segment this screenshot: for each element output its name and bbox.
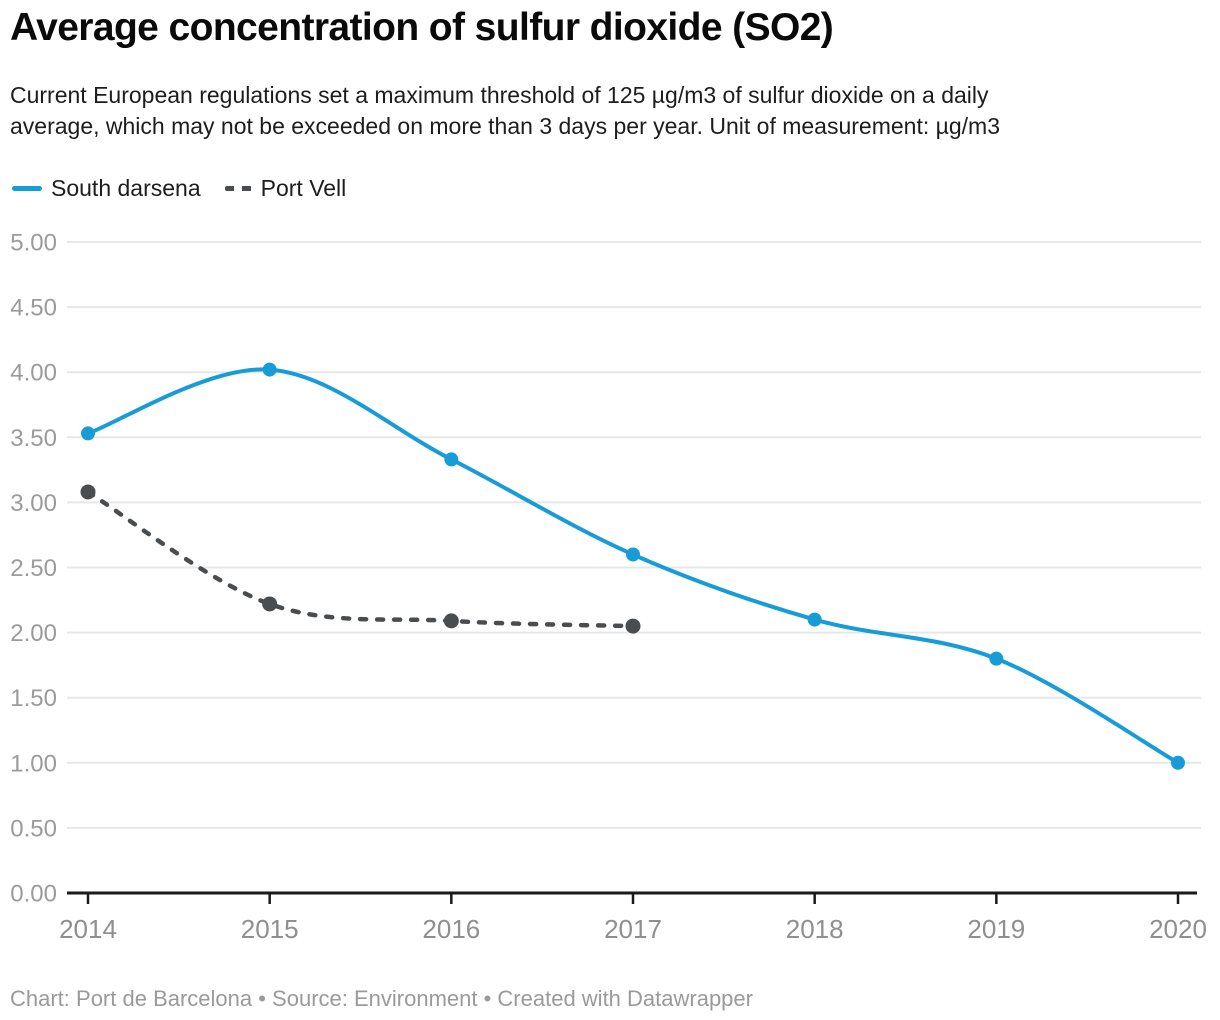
- y-tick-label: 5.00: [10, 230, 57, 257]
- y-tick-label: 4.50: [10, 295, 57, 322]
- data-point-south-darsena: [807, 612, 822, 627]
- chart-subtitle: Current European regulations set a maxim…: [10, 80, 1000, 142]
- chart-title: Average concentration of sulfur dioxide …: [10, 6, 834, 49]
- chart-footer: Chart: Port de Barcelona • Source: Envir…: [10, 986, 753, 1011]
- chart-subtitle-line1: Current European regulations set a maxim…: [10, 82, 989, 108]
- chart-legend: South darsena Port Vell: [12, 174, 347, 202]
- x-axis: [67, 891, 1197, 904]
- data-point-port-vell: [443, 613, 459, 629]
- x-tick-label: 2016: [422, 914, 480, 944]
- legend-label: Port Vell: [260, 174, 347, 201]
- data-point-port-vell: [80, 484, 96, 500]
- data-point-south-darsena: [989, 651, 1004, 666]
- legend-item-south-darsena: South darsena: [12, 175, 201, 202]
- y-tick-label: 2.50: [10, 555, 57, 582]
- y-gridlines: [67, 241, 1201, 829]
- y-tick-label: 3.50: [10, 425, 57, 452]
- y-tick-label: 0.50: [10, 815, 57, 842]
- x-tick-label: 2018: [786, 914, 844, 944]
- x-tick-label: 2014: [59, 914, 117, 944]
- x-tick-label: 2020: [1149, 914, 1207, 944]
- data-point-south-darsena: [1171, 755, 1185, 770]
- dashed-line-swatch-icon: [224, 185, 252, 191]
- x-tick-label: 2019: [967, 914, 1025, 944]
- solid-line-swatch-icon: [12, 185, 42, 191]
- data-point-south-darsena: [626, 547, 640, 562]
- y-tick-label: 3.00: [10, 490, 57, 517]
- series-south-darsena: [81, 362, 1185, 770]
- x-axis-labels: 2014 2015 2016 2017 2018 2019 2020: [59, 914, 1207, 944]
- data-point-south-darsena: [262, 362, 277, 377]
- y-tick-label: 1.50: [10, 685, 57, 712]
- y-tick-label: 0.00: [10, 881, 57, 908]
- y-tick-label: 1.00: [10, 750, 57, 777]
- data-point-south-darsena: [81, 426, 95, 441]
- chart-subtitle-line2: average, which may not be exceeded on mo…: [10, 113, 1001, 139]
- data-point-port-vell: [625, 618, 641, 634]
- y-axis-labels: 0.00 0.50 1.00 1.50 2.00 2.50 3.00 3.50 4.00 4.50…: [10, 230, 57, 908]
- series-port-vell: [80, 484, 641, 634]
- y-tick-label: 2.00: [10, 620, 57, 647]
- x-tick-label: 2015: [241, 914, 299, 944]
- data-point-port-vell: [262, 596, 278, 612]
- data-point-south-darsena: [444, 452, 459, 467]
- legend-item-port-vell: Port Vell: [224, 174, 347, 202]
- x-tick-label: 2017: [604, 914, 662, 944]
- y-tick-label: 4.00: [10, 360, 57, 387]
- legend-label: South darsena: [51, 174, 201, 201]
